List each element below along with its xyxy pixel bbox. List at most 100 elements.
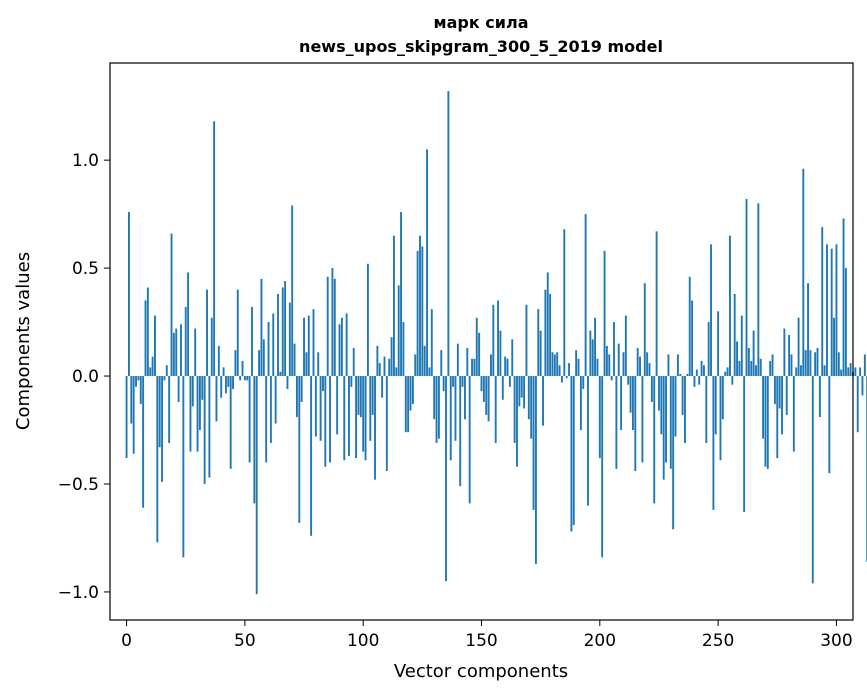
- bar-170: [527, 376, 530, 420]
- bar-189: [572, 376, 575, 526]
- bar-45: [232, 376, 234, 389]
- bar-283: [795, 367, 798, 377]
- bar-177: [544, 289, 547, 377]
- bar-93: [345, 313, 348, 377]
- bar-4: [135, 376, 137, 387]
- bar-148: [475, 317, 478, 377]
- bar-88: [333, 278, 336, 377]
- bar-245: [705, 376, 708, 443]
- y-axis-label: Components values: [13, 252, 34, 430]
- bar-61: [269, 376, 272, 443]
- x-tick-label: 250: [702, 631, 734, 651]
- bar-107: [378, 363, 381, 377]
- bar-215: [634, 376, 637, 472]
- bar-138: [452, 376, 455, 387]
- bar-176: [542, 376, 544, 426]
- bar-211: [624, 315, 627, 377]
- bar-89: [336, 376, 339, 435]
- bar-31: [198, 376, 201, 431]
- bar-134: [442, 376, 445, 392]
- bar-56: [258, 350, 261, 377]
- bar-101: [364, 376, 367, 461]
- bar-130: [433, 376, 436, 420]
- bar-250: [717, 311, 720, 377]
- x-axis-ticks: 0 50 100 150 200 250 300: [121, 620, 853, 651]
- bar-44: [229, 376, 232, 469]
- bar-54: [253, 376, 256, 504]
- bar-129: [430, 309, 433, 377]
- bar-47: [236, 289, 239, 377]
- bar-238: [688, 276, 691, 377]
- bar-199: [596, 358, 599, 377]
- bar-139: [454, 376, 457, 441]
- bar-33: [203, 376, 206, 484]
- bar-106: [376, 345, 379, 377]
- bar-287: [804, 350, 807, 377]
- bar-76: [305, 352, 308, 377]
- bar-237: [686, 373, 689, 377]
- bar-109: [383, 356, 386, 377]
- bar-154: [490, 354, 492, 377]
- bar-208: [617, 343, 620, 377]
- bar-191: [577, 358, 580, 377]
- bar-75: [303, 317, 305, 377]
- bar-128: [428, 367, 431, 377]
- bar-1: [127, 211, 130, 377]
- bar-141: [459, 376, 462, 487]
- bar-155: [492, 304, 495, 377]
- bar-285: [800, 365, 802, 377]
- bar-90: [338, 324, 341, 377]
- bar-124: [419, 235, 421, 377]
- bar-84: [324, 376, 327, 467]
- bar-99: [359, 376, 362, 418]
- bar-78: [310, 376, 313, 536]
- bar-131: [435, 376, 438, 443]
- bar-69: [288, 302, 291, 377]
- bar-217: [639, 356, 641, 377]
- bar-169: [525, 304, 528, 377]
- bar-115: [397, 285, 400, 377]
- bar-196: [589, 330, 592, 377]
- bar-294: [821, 227, 824, 377]
- bar-179: [549, 294, 552, 377]
- bar-82: [319, 376, 322, 441]
- bar-66: [281, 287, 284, 377]
- bar-295: [823, 365, 826, 377]
- bar-112: [390, 337, 393, 377]
- bar-111: [388, 358, 391, 377]
- bar-96: [352, 347, 355, 377]
- bar-92: [343, 376, 346, 461]
- bar-239: [691, 300, 694, 377]
- bar-200: [598, 376, 601, 459]
- bar-62: [272, 313, 275, 377]
- bar-83: [322, 376, 324, 392]
- bar-72: [295, 376, 298, 418]
- bar-234: [679, 373, 682, 377]
- bar-168: [523, 376, 526, 409]
- bar-309: [856, 376, 859, 433]
- bar-48: [239, 376, 242, 381]
- bar-162: [508, 376, 511, 387]
- bar-146: [471, 358, 473, 377]
- bar-14: [158, 376, 161, 448]
- bar-127: [426, 149, 429, 377]
- bar-247: [710, 244, 712, 377]
- bar-156: [494, 376, 497, 443]
- bar-190: [575, 350, 578, 377]
- bar-119: [407, 376, 410, 433]
- bar-135: [445, 376, 447, 582]
- bar-125: [421, 246, 424, 377]
- x-tick-label: 50: [234, 631, 256, 651]
- bar-212: [627, 376, 630, 385]
- bar-225: [658, 376, 660, 411]
- bar-310: [859, 367, 862, 377]
- bar-172: [532, 376, 535, 510]
- bar-0: [125, 376, 128, 459]
- bar-55: [255, 376, 258, 595]
- bar-204: [608, 354, 611, 377]
- bar-160: [504, 356, 507, 377]
- bar-114: [395, 367, 398, 377]
- bar-266: [755, 365, 757, 377]
- bar-26: [187, 272, 190, 377]
- bar-267: [757, 203, 760, 377]
